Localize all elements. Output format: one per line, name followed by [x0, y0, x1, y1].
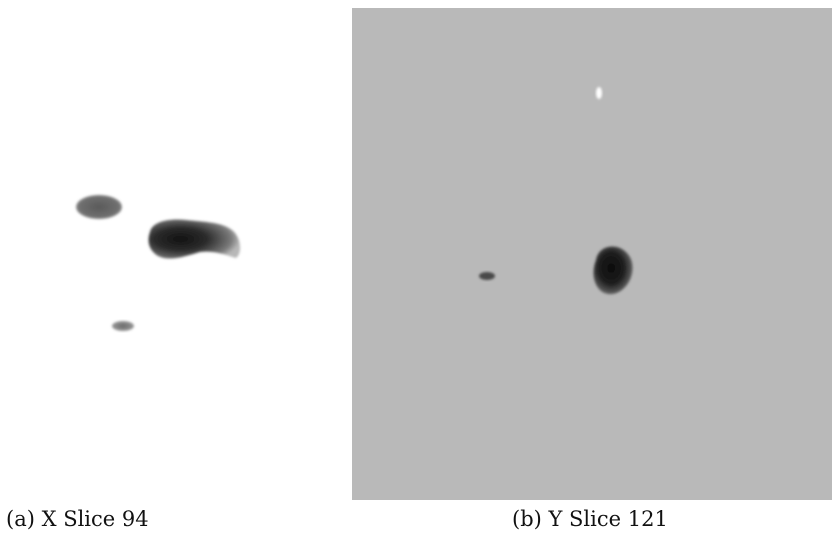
x-slice-blob-small	[76, 195, 122, 219]
y-slice-highlight	[596, 87, 602, 99]
x-slice-blob-tiny	[112, 321, 134, 331]
caption-y-slice: (b) Y Slice 121	[512, 507, 668, 531]
y-slice-background	[352, 8, 832, 500]
y-slice-blob-small	[479, 272, 495, 280]
y-slice-blob-large	[593, 246, 633, 295]
y-slice-image	[352, 8, 832, 500]
x-slice-image	[0, 0, 352, 500]
caption-x-slice: (a) X Slice 94	[6, 507, 149, 531]
x-slice-blob-large	[148, 219, 241, 259]
